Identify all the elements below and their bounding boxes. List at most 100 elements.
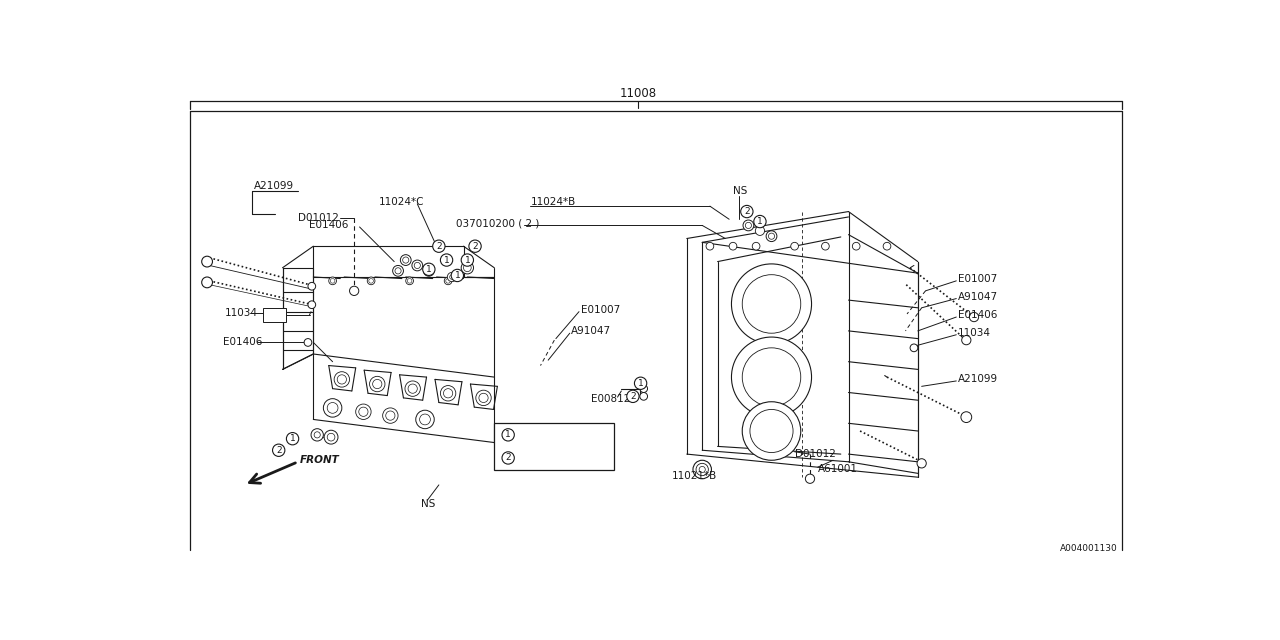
Text: 1: 1 xyxy=(454,271,461,280)
Circle shape xyxy=(753,243,760,250)
Text: A91047: A91047 xyxy=(571,326,612,336)
Circle shape xyxy=(440,385,456,401)
Circle shape xyxy=(337,375,347,384)
Circle shape xyxy=(403,257,408,263)
Circle shape xyxy=(422,263,435,275)
Circle shape xyxy=(916,459,927,468)
Text: 2: 2 xyxy=(472,242,477,251)
Circle shape xyxy=(383,408,398,423)
Circle shape xyxy=(424,266,434,276)
Text: A004001130: A004001130 xyxy=(1060,543,1117,553)
Circle shape xyxy=(406,277,413,285)
Text: 037010200 ( 2 ): 037010200 ( 2 ) xyxy=(456,219,539,229)
Circle shape xyxy=(852,243,860,250)
Text: 1: 1 xyxy=(465,255,470,264)
Text: 11024*C: 11024*C xyxy=(379,196,424,207)
Circle shape xyxy=(461,254,474,266)
Text: 1: 1 xyxy=(289,434,296,443)
Circle shape xyxy=(502,452,515,464)
Circle shape xyxy=(416,410,434,429)
Circle shape xyxy=(479,393,488,403)
Circle shape xyxy=(415,262,420,269)
Circle shape xyxy=(334,372,349,387)
Circle shape xyxy=(401,255,411,266)
Text: 11034: 11034 xyxy=(957,328,991,338)
Circle shape xyxy=(324,399,342,417)
Circle shape xyxy=(750,410,794,452)
Text: 0370S: 0370S xyxy=(518,430,552,440)
Circle shape xyxy=(426,268,431,274)
Circle shape xyxy=(420,414,430,425)
Circle shape xyxy=(468,240,481,252)
Text: E01406: E01406 xyxy=(957,310,997,321)
Circle shape xyxy=(370,376,385,392)
Circle shape xyxy=(356,404,371,419)
Circle shape xyxy=(910,344,918,352)
Circle shape xyxy=(449,275,454,279)
Text: NS: NS xyxy=(733,186,748,196)
Circle shape xyxy=(741,205,753,218)
Bar xyxy=(494,423,613,470)
Circle shape xyxy=(305,339,312,346)
Circle shape xyxy=(883,243,891,250)
Circle shape xyxy=(349,286,358,296)
Text: 11021*B: 11021*B xyxy=(672,470,717,481)
Circle shape xyxy=(287,433,298,445)
Circle shape xyxy=(328,403,338,413)
Circle shape xyxy=(202,277,212,288)
Text: 2: 2 xyxy=(744,207,750,216)
Circle shape xyxy=(329,277,337,285)
Circle shape xyxy=(451,269,463,282)
Text: E01007: E01007 xyxy=(581,305,620,315)
Text: A21099: A21099 xyxy=(957,374,998,385)
Circle shape xyxy=(308,282,316,290)
Circle shape xyxy=(367,277,375,285)
Text: 11034: 11034 xyxy=(225,308,257,318)
Circle shape xyxy=(476,390,492,406)
Text: A61001: A61001 xyxy=(818,465,858,474)
Text: 2: 2 xyxy=(630,392,636,401)
Circle shape xyxy=(742,220,754,231)
Circle shape xyxy=(440,254,453,266)
Text: D01012: D01012 xyxy=(298,212,339,223)
Text: E01007: E01007 xyxy=(957,275,997,284)
Circle shape xyxy=(805,474,814,483)
Circle shape xyxy=(707,243,714,250)
Text: E00812: E00812 xyxy=(590,394,630,404)
Text: 11008: 11008 xyxy=(620,87,657,100)
Circle shape xyxy=(443,388,453,398)
Circle shape xyxy=(358,407,369,417)
Circle shape xyxy=(372,380,381,388)
Circle shape xyxy=(330,278,335,283)
Circle shape xyxy=(308,301,316,308)
Circle shape xyxy=(311,429,324,441)
Circle shape xyxy=(369,278,374,283)
Text: 11024*B: 11024*B xyxy=(530,197,576,207)
Circle shape xyxy=(444,277,452,285)
Text: 2: 2 xyxy=(436,242,442,251)
Circle shape xyxy=(699,467,705,472)
Circle shape xyxy=(969,312,979,322)
Text: E01406: E01406 xyxy=(223,337,262,348)
Circle shape xyxy=(202,256,212,267)
Circle shape xyxy=(433,240,445,252)
Text: 1: 1 xyxy=(444,255,449,264)
Circle shape xyxy=(754,216,767,228)
Circle shape xyxy=(640,385,648,392)
Circle shape xyxy=(742,275,801,333)
Text: FRONT: FRONT xyxy=(301,455,340,465)
Circle shape xyxy=(412,260,422,271)
Circle shape xyxy=(742,402,801,460)
Circle shape xyxy=(730,243,737,250)
Circle shape xyxy=(731,264,812,344)
Text: NS: NS xyxy=(421,499,435,509)
Circle shape xyxy=(396,268,401,274)
Circle shape xyxy=(767,231,777,241)
Circle shape xyxy=(822,243,829,250)
Circle shape xyxy=(755,226,764,236)
Circle shape xyxy=(447,273,457,282)
Circle shape xyxy=(385,411,396,420)
Circle shape xyxy=(393,266,403,276)
Circle shape xyxy=(461,262,474,274)
Circle shape xyxy=(273,444,285,456)
